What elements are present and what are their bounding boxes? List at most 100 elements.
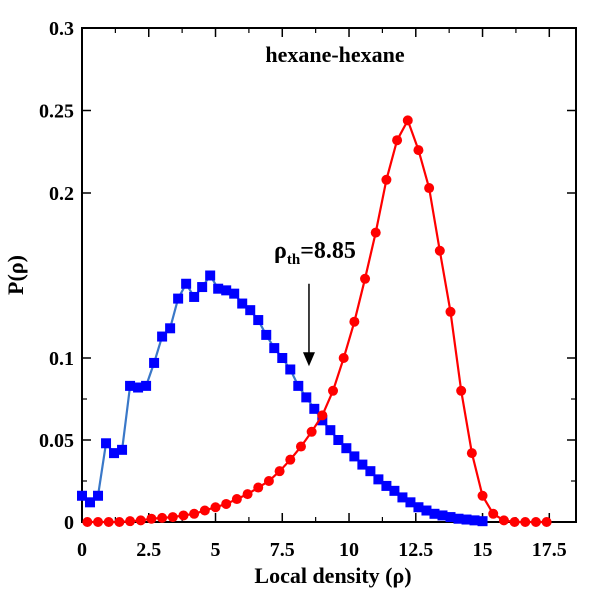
series-1-point <box>424 183 435 194</box>
x-tick-label-4: 10 <box>339 539 359 561</box>
series-1-point <box>103 517 114 527</box>
y-tick-label-5: 0.3 <box>49 18 74 40</box>
series-0-line <box>81 273 483 523</box>
series-1-point <box>231 494 242 505</box>
series-1-point <box>498 515 509 526</box>
series-1-point <box>242 489 253 500</box>
series-0-point <box>285 364 296 375</box>
series-1 <box>82 115 552 527</box>
series-1-point <box>509 517 520 527</box>
series-1-point <box>456 385 467 396</box>
series-1-point <box>146 513 157 524</box>
series-0-point <box>301 392 312 403</box>
series-0-point <box>85 497 96 508</box>
series-0-point <box>189 291 200 302</box>
series-1-point <box>285 454 296 465</box>
x-tick-label-0: 0 <box>77 539 87 561</box>
series-0-point <box>357 459 368 470</box>
series-1-point <box>157 512 168 523</box>
series-0-point <box>261 329 272 340</box>
series-0-point <box>333 435 344 445</box>
series-0-point <box>349 451 360 462</box>
series-0-point <box>397 492 408 503</box>
plot-frame <box>81 27 577 523</box>
series-0-point <box>269 343 280 354</box>
y-axis-title: P(ρ) <box>3 255 28 295</box>
x-axis-title: Local density (ρ) <box>254 563 411 588</box>
series-0-point <box>101 438 112 449</box>
series-1-line <box>87 117 547 524</box>
series-0-point <box>229 288 240 299</box>
series-1-point <box>189 508 200 519</box>
series-0-point <box>293 380 304 391</box>
series-1-point <box>434 245 445 256</box>
series-0-point <box>277 353 288 363</box>
series-1-point <box>413 145 424 156</box>
y-tick-label-1: 0.05 <box>39 430 74 452</box>
series-0-point <box>309 403 320 414</box>
threshold-rho: ρ <box>274 238 287 264</box>
series-1-point <box>381 174 392 185</box>
series-1-point <box>306 426 317 437</box>
threshold-arrow-head <box>302 352 315 367</box>
series-1-point <box>445 306 456 317</box>
series-0-point <box>253 315 264 326</box>
tick-labels: 0 2.5 5 7.5 10 12.5 15 17.5 0 0.05 0.1 0.2 0.25 0.3 <box>39 18 567 561</box>
series-0-point <box>325 425 336 436</box>
series-0-point <box>197 282 208 293</box>
series-0-point <box>77 490 87 501</box>
series-0-point <box>453 513 464 524</box>
series-0-point <box>117 444 128 455</box>
series-0-point <box>437 510 448 521</box>
ticks <box>81 27 576 523</box>
series-0-point <box>341 443 352 454</box>
series-0-point <box>421 505 432 516</box>
series-0-point <box>381 480 392 491</box>
series-0-point <box>365 466 376 477</box>
series-0 <box>77 270 488 527</box>
series-1-point <box>199 505 210 516</box>
series-0-point <box>245 305 256 316</box>
series-1-point <box>93 517 104 527</box>
x-tick-label-6: 15 <box>473 539 493 561</box>
threshold-annotation: ρth=8.85 <box>274 238 356 268</box>
series-1-point <box>317 410 328 421</box>
series-1-point <box>253 482 264 493</box>
series-layer <box>77 115 552 527</box>
series-0-point <box>165 323 176 334</box>
series-1-point <box>392 135 403 146</box>
series-0-point <box>413 502 424 513</box>
series-0-point <box>93 490 104 501</box>
y-tick-label-0: 0 <box>64 512 74 534</box>
x-tick-label-1: 2.5 <box>136 539 161 561</box>
threshold-subscript: th <box>287 252 301 268</box>
series-0-point <box>445 512 456 523</box>
series-0-point <box>141 380 152 391</box>
x-tick-label-7: 17.5 <box>532 539 567 561</box>
series-0-point <box>173 293 184 304</box>
series-0-point <box>109 448 120 459</box>
series-1-point <box>402 115 413 126</box>
series-0-point <box>373 474 384 485</box>
series-0-point <box>133 382 144 393</box>
series-1-point <box>135 515 146 526</box>
chart-title: hexane-hexane <box>265 42 405 67</box>
series-0-point <box>221 285 232 296</box>
series-0-point <box>149 357 160 368</box>
y-tick-label-4: 0.25 <box>39 101 74 123</box>
x-tick-label-2: 5 <box>211 539 221 561</box>
series-0-point <box>469 515 480 526</box>
series-1-point <box>263 476 274 486</box>
series-1-point <box>295 441 306 452</box>
series-1-point <box>178 510 189 521</box>
series-1-point <box>520 517 531 527</box>
series-1-point <box>114 517 125 527</box>
series-0-point <box>461 514 472 525</box>
series-1-point <box>221 498 232 509</box>
series-1-point <box>370 227 381 238</box>
series-1-point <box>349 316 360 327</box>
series-1-point <box>210 502 221 513</box>
series-1-point <box>541 517 552 527</box>
series-1-point <box>125 516 136 527</box>
